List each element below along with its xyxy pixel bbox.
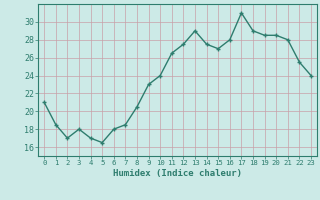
X-axis label: Humidex (Indice chaleur): Humidex (Indice chaleur) [113, 169, 242, 178]
